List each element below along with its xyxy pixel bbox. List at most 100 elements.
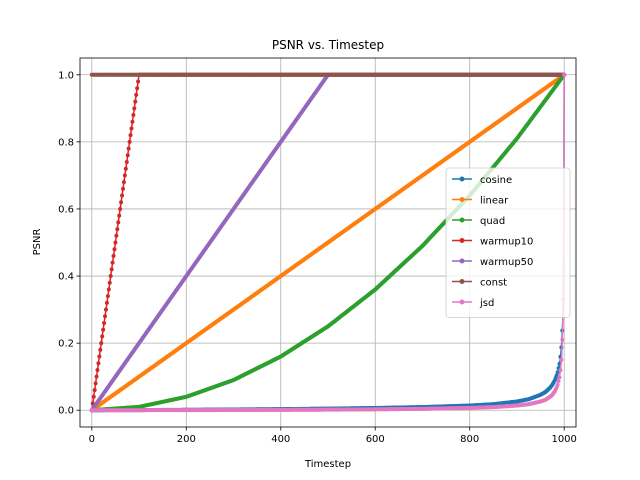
legend-swatch-marker <box>459 258 465 264</box>
legend-label: warmup50 <box>480 257 533 268</box>
data-point-warmup10 <box>91 394 96 399</box>
y-tick-label: 1.0 <box>58 70 74 81</box>
data-point-warmup10 <box>120 186 125 191</box>
data-point-jsd <box>560 337 565 342</box>
y-tick-label: 0.8 <box>58 137 74 148</box>
data-point-jsd <box>562 72 567 77</box>
legend-label: quad <box>480 216 505 227</box>
legend-swatch-marker <box>459 238 465 243</box>
data-point-warmup10 <box>107 280 112 285</box>
data-point-warmup10 <box>127 139 132 144</box>
data-point-warmup10 <box>103 314 108 319</box>
legend-swatch-marker <box>459 197 465 202</box>
data-point-warmup10 <box>111 253 116 258</box>
legend-item-warmup10: warmup10 <box>452 237 533 248</box>
y-tick-label: 0.2 <box>58 339 74 350</box>
data-point-warmup10 <box>102 321 107 326</box>
data-point-warmup10 <box>135 86 140 91</box>
y-axis-ticks: 0.0 0.2 0.4 0.6 0.8 1.0 <box>58 70 80 417</box>
legend-item-cosine: cosine <box>452 175 512 186</box>
data-point-cosine <box>554 373 559 378</box>
x-tick-label: 800 <box>460 434 479 445</box>
legend-label: const <box>480 278 507 289</box>
data-point-warmup10 <box>128 133 133 138</box>
data-point-warmup10 <box>129 126 134 131</box>
legend-swatch-marker <box>459 279 465 284</box>
y-axis-label: PSNR <box>32 229 43 256</box>
x-tick-label: 400 <box>271 434 290 445</box>
data-point-jsd <box>555 382 560 387</box>
series-const <box>89 72 567 77</box>
legend-item-quad: quad <box>452 216 505 227</box>
data-point-warmup10 <box>98 347 103 352</box>
data-point-warmup10 <box>97 354 102 359</box>
data-point-warmup10 <box>116 220 121 225</box>
series-jsd <box>89 72 567 413</box>
data-point-warmup10 <box>125 153 130 158</box>
data-point-warmup10 <box>95 367 100 372</box>
x-tick-label: 1000 <box>551 434 576 445</box>
data-point-warmup10 <box>120 193 125 198</box>
data-point-warmup10 <box>99 341 104 346</box>
y-tick-label: 0.0 <box>58 406 74 417</box>
data-point-warmup10 <box>126 146 131 151</box>
data-point-warmup10 <box>93 381 98 386</box>
data-point-warmup10 <box>130 119 135 124</box>
data-point-jsd <box>559 357 564 362</box>
data-point-jsd <box>557 375 562 380</box>
data-point-warmup10 <box>96 361 101 366</box>
x-axis-label: Timestep <box>304 459 351 470</box>
data-point-warmup10 <box>106 287 111 292</box>
data-point-warmup10 <box>113 240 118 245</box>
data-point-warmup10 <box>117 213 122 218</box>
legend-item-warmup50: warmup50 <box>452 257 533 268</box>
x-axis-ticks: 0 200 400 600 800 1000 <box>89 427 577 445</box>
data-point-warmup10 <box>115 227 120 232</box>
legend-swatch-marker <box>459 217 465 223</box>
legend-item-jsd: jsd <box>452 298 494 309</box>
x-tick-label: 0 <box>89 434 95 445</box>
data-point-warmup10 <box>122 173 127 178</box>
legend-label: cosine <box>480 175 512 186</box>
legend-swatch-marker <box>459 299 465 305</box>
data-point-cosine <box>555 370 560 375</box>
axes-frame <box>79 57 577 428</box>
legend-box <box>445 167 571 318</box>
data-point-jsd <box>556 379 561 384</box>
legend-item-linear: linear <box>452 196 509 207</box>
legend-item-const: const <box>452 278 507 289</box>
legend: cosine linear quad warmup10 warmup50 const jsd <box>445 167 571 318</box>
series-linear <box>89 72 567 413</box>
legend-label: linear <box>480 196 509 207</box>
legend-label: warmup10 <box>480 237 533 248</box>
data-point-warmup10 <box>119 200 124 205</box>
data-point-warmup10 <box>94 374 99 379</box>
data-point-warmup10 <box>131 113 136 118</box>
data-point-warmup10 <box>112 247 117 252</box>
legend-label: jsd <box>479 298 494 309</box>
data-point-warmup10 <box>124 159 129 164</box>
legend-swatch-marker <box>459 176 465 182</box>
data-point-warmup10 <box>136 79 141 84</box>
x-tick-label: 200 <box>177 434 196 445</box>
data-point-warmup10 <box>92 388 97 393</box>
series-layer <box>89 72 567 413</box>
data-point-warmup10 <box>118 206 123 211</box>
data-point-warmup10 <box>114 233 119 238</box>
x-tick-label: 600 <box>366 434 385 445</box>
data-point-jsd <box>558 368 563 373</box>
data-point-warmup10 <box>100 334 105 339</box>
data-point-warmup10 <box>105 294 110 299</box>
data-point-warmup10 <box>134 92 139 97</box>
data-point-warmup10 <box>109 267 114 272</box>
y-tick-label: 0.4 <box>58 272 74 283</box>
chart-title: PSNR vs. Timestep <box>272 38 384 52</box>
data-point-warmup10 <box>101 327 106 332</box>
data-point-warmup10 <box>132 106 137 111</box>
data-point-warmup10 <box>108 274 113 279</box>
data-point-warmup10 <box>133 99 138 104</box>
data-point-warmup10 <box>110 260 115 265</box>
data-point-warmup10 <box>103 307 108 312</box>
data-point-warmup10 <box>121 180 126 185</box>
